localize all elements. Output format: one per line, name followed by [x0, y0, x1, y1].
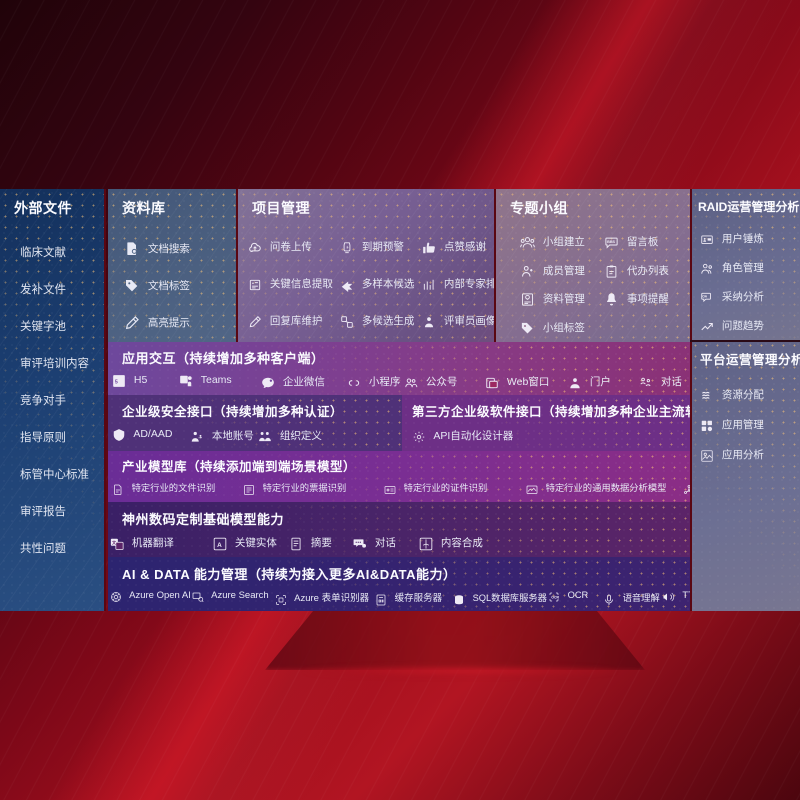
svg-text:BBS: BBS — [607, 240, 615, 244]
svg-text:A: A — [217, 542, 222, 549]
svg-text:OA: OA — [702, 295, 707, 299]
svg-text:5: 5 — [115, 379, 118, 385]
svg-text:OCR: OCR — [551, 596, 559, 600]
